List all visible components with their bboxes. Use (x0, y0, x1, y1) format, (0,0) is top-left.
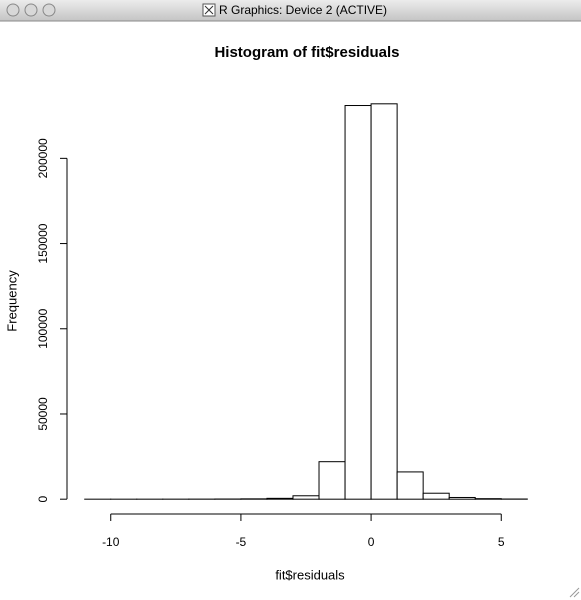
close-button[interactable] (6, 3, 20, 17)
x11-icon-mark (204, 5, 214, 15)
histogram-bar (396, 471, 424, 500)
x-tick-label: 0 (368, 535, 375, 549)
resize-grip[interactable] (569, 587, 580, 598)
x-tick-label: -10 (102, 535, 120, 549)
chart-title: Histogram of fit$residuals (214, 44, 399, 61)
y-tick-label: 0 (36, 496, 50, 503)
window-title: R Graphics: Device 2 (ACTIVE) (219, 3, 387, 17)
y-tick-label: 200000 (36, 138, 50, 178)
y-axis-label: Frequency (4, 270, 19, 332)
zoom-button[interactable] (42, 3, 56, 17)
histogram-bar (344, 105, 372, 500)
histogram-bar (292, 495, 320, 500)
y-tick-label: 100000 (36, 308, 50, 348)
x-tick-label: -5 (236, 535, 247, 549)
histogram-bar (474, 498, 502, 500)
histogram-bar (422, 492, 450, 500)
x-axis-label: fit$residuals (275, 567, 345, 582)
histogram-bar (448, 496, 476, 500)
x-tick-label: 5 (498, 535, 505, 549)
histogram-bar (266, 497, 294, 500)
y-tick-label: 50000 (36, 397, 50, 431)
y-tick-label: 150000 (36, 223, 50, 263)
minimize-button[interactable] (24, 3, 38, 17)
histogram-bar (370, 103, 398, 500)
histogram-bar (318, 461, 346, 500)
title-bar (0, 0, 581, 21)
